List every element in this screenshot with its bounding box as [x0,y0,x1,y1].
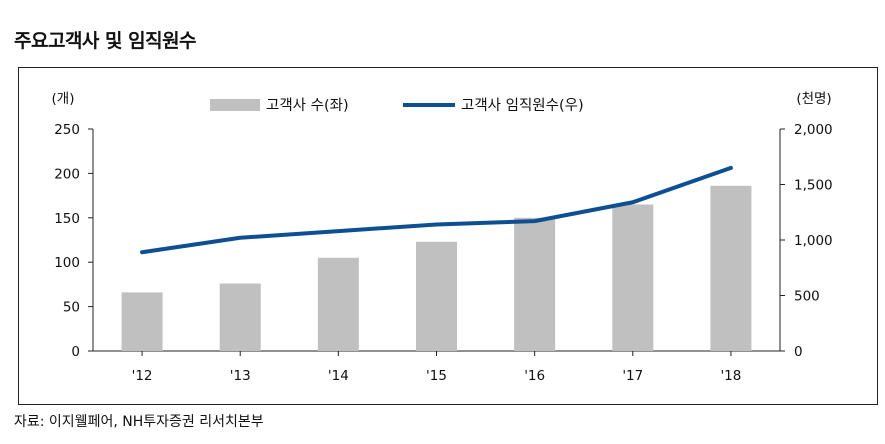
right-tick-label: 0 [794,344,803,360]
right-tick-label: 500 [794,289,820,305]
left-axis-unit: (개) [52,91,75,107]
chart-title: 주요고객사 및 임직원수 [14,30,197,52]
right-axis-unit: (천명) [796,91,831,107]
bar [514,217,556,351]
x-tick-label: '16 [524,368,545,384]
bar [710,185,752,351]
x-tick-label: '13 [230,368,251,384]
left-tick-label: 150 [54,211,80,227]
legend-line-label: 고객사 임직원수(우) [461,97,584,114]
legend-bar-label: 고객사 수(좌) [266,97,349,114]
x-tick-label: '18 [720,368,741,384]
left-tick-label: 0 [71,344,80,360]
left-tick-label: 200 [54,166,80,182]
plot-area: 0 50 100 150 200 250 0 500 1,000 1,500 2,000 '12 '13… [54,122,832,384]
right-tick-label: 2,000 [794,122,833,138]
bar [317,257,359,351]
left-tick-label: 50 [63,300,80,316]
legend-bar-swatch [210,99,260,111]
chart-frame [18,67,878,405]
bar [416,241,457,351]
x-tick-label: '12 [132,368,153,384]
left-tick-label: 250 [54,122,80,138]
source-note: 자료: 이지웰페어, NH투자증권 리서치본부 [14,414,264,430]
x-tick-label: '14 [328,368,349,384]
x-tick-label: '15 [426,368,447,384]
right-tick-label: 1,000 [794,233,833,249]
bar [612,204,654,351]
left-tick-label: 100 [54,255,80,271]
x-tick-label: '17 [622,368,643,384]
right-tick-label: 1,500 [794,178,833,194]
bar [219,283,261,351]
bar [121,292,163,351]
